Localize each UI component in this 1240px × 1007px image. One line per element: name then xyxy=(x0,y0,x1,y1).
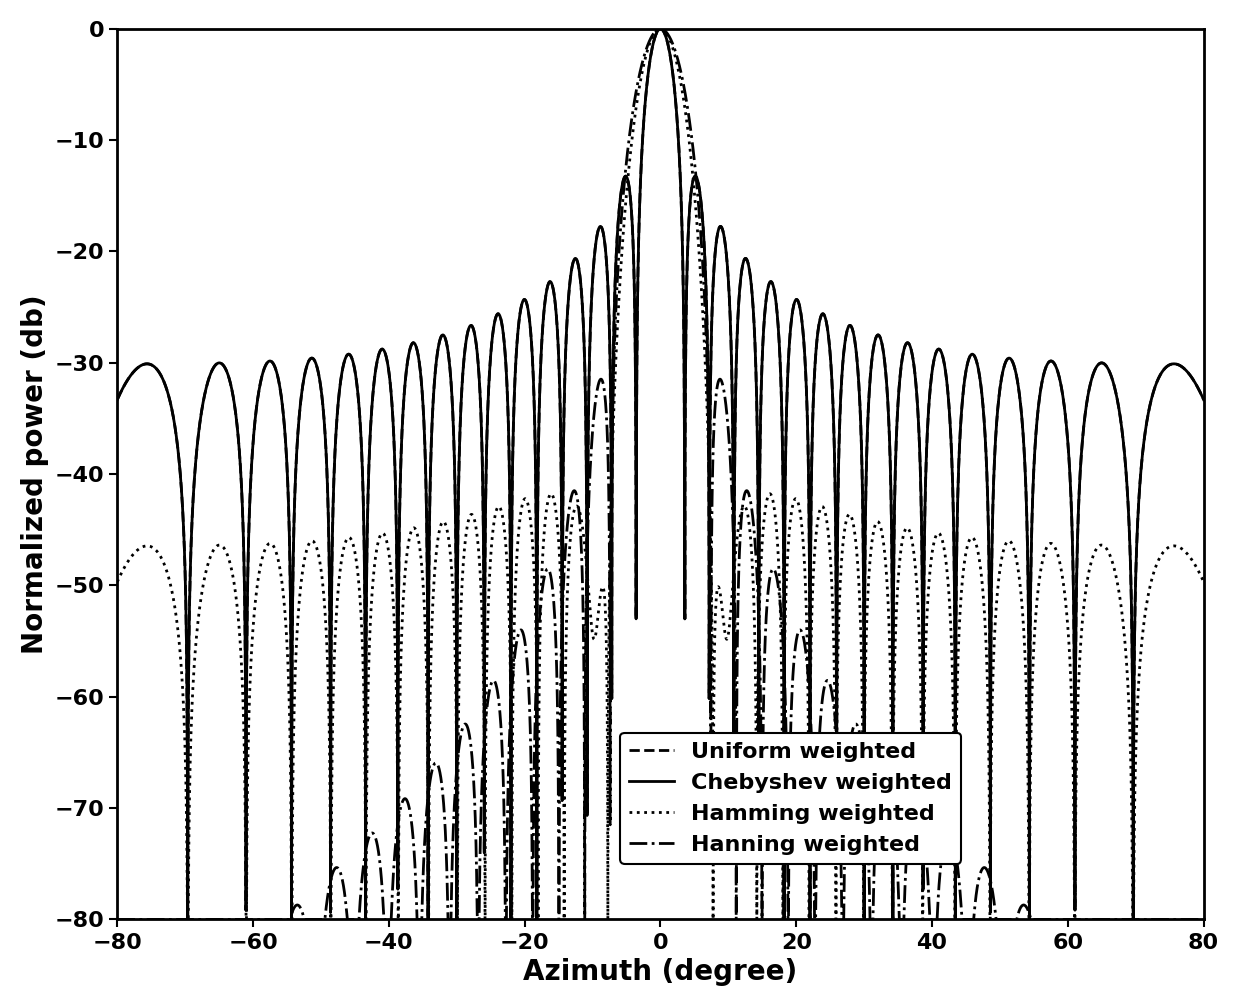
Hanning weighted xyxy=(1199,913,1214,925)
Hanning weighted xyxy=(47,913,62,925)
Hamming weighted xyxy=(281,689,296,701)
Uniform weighted xyxy=(42,913,57,925)
Chebyshev weighted xyxy=(653,23,668,35)
Chebyshev weighted xyxy=(640,80,655,92)
Uniform weighted xyxy=(640,80,655,92)
Hamming weighted xyxy=(47,913,62,925)
Uniform weighted xyxy=(115,383,130,395)
X-axis label: Azimuth (degree): Azimuth (degree) xyxy=(523,959,797,986)
Chebyshev weighted xyxy=(281,515,296,527)
Line: Chebyshev weighted: Chebyshev weighted xyxy=(50,29,1240,919)
Line: Hamming weighted: Hamming weighted xyxy=(50,29,1240,919)
Chebyshev weighted xyxy=(115,383,130,395)
Uniform weighted xyxy=(653,23,668,35)
Hanning weighted xyxy=(640,41,655,53)
Chebyshev weighted xyxy=(93,444,108,456)
Uniform weighted xyxy=(93,444,108,456)
Hamming weighted xyxy=(1199,583,1214,595)
Chebyshev weighted xyxy=(42,913,57,925)
Hamming weighted xyxy=(115,565,130,577)
Hanning weighted xyxy=(42,913,57,925)
Hamming weighted xyxy=(93,625,108,637)
Hanning weighted xyxy=(281,913,296,925)
Hamming weighted xyxy=(653,23,668,35)
Hamming weighted xyxy=(640,46,655,58)
Chebyshev weighted xyxy=(1199,401,1214,413)
Hanning weighted xyxy=(115,913,130,925)
Line: Hanning weighted: Hanning weighted xyxy=(50,29,1240,919)
Line: Uniform weighted: Uniform weighted xyxy=(50,29,1240,919)
Legend: Uniform weighted, Chebyshev weighted, Hamming weighted, Hanning weighted: Uniform weighted, Chebyshev weighted, Ha… xyxy=(620,733,961,864)
Uniform weighted xyxy=(1199,401,1214,413)
Hanning weighted xyxy=(653,23,668,35)
Hamming weighted xyxy=(42,913,57,925)
Y-axis label: Normalized power (db): Normalized power (db) xyxy=(21,294,48,654)
Uniform weighted xyxy=(281,515,296,527)
Chebyshev weighted xyxy=(47,870,62,882)
Hanning weighted xyxy=(93,913,108,925)
Uniform weighted xyxy=(47,870,62,882)
